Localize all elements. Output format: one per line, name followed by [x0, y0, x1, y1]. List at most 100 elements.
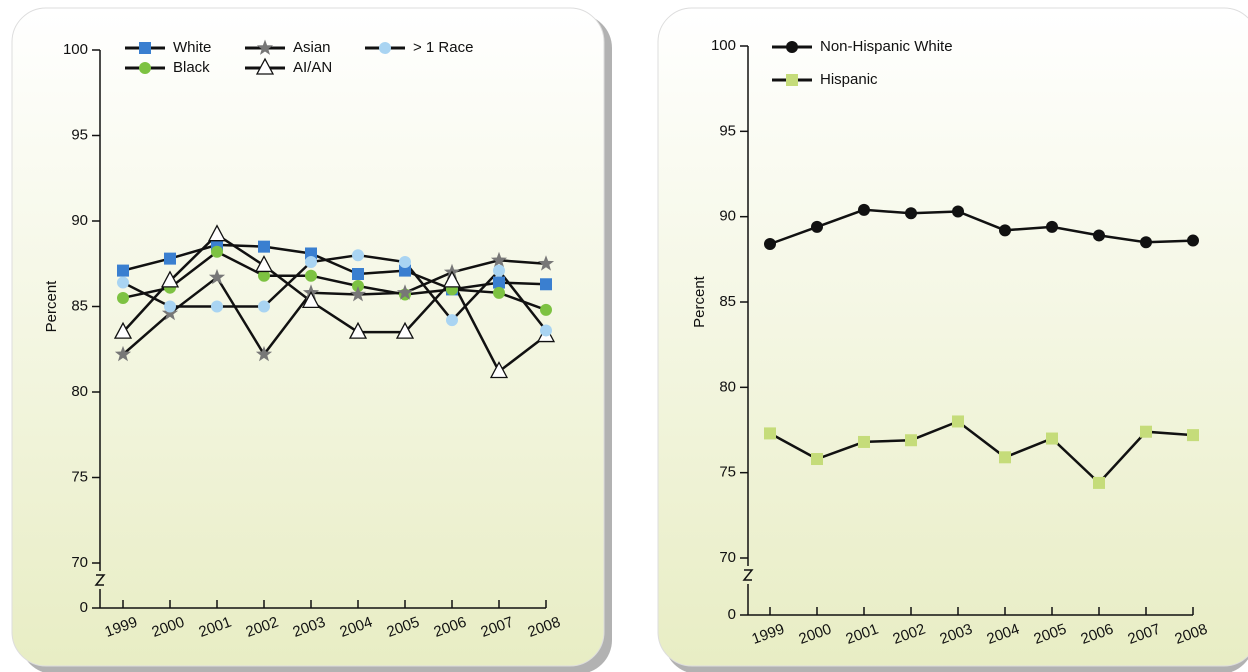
marker	[493, 264, 505, 277]
marker	[1140, 236, 1152, 249]
y-axis-label: Percent	[43, 280, 60, 333]
marker	[254, 255, 274, 273]
marker	[1140, 425, 1152, 438]
legend-marker	[786, 41, 798, 53]
series-line	[122, 233, 547, 374]
marker	[537, 255, 555, 271]
series-line	[769, 420, 1194, 485]
y-tick-label: 75	[71, 468, 88, 485]
marker	[540, 303, 552, 316]
marker	[999, 224, 1011, 237]
series-line	[122, 259, 547, 357]
series-line	[122, 250, 547, 312]
marker	[999, 451, 1011, 464]
y-tick-label: 100	[63, 41, 88, 58]
marker	[164, 252, 176, 265]
marker	[493, 286, 505, 299]
marker	[352, 268, 364, 281]
marker	[113, 321, 133, 339]
y-tick-label: 95	[719, 122, 736, 139]
panel	[657, 7, 1248, 667]
marker	[493, 276, 505, 289]
legend-marker	[139, 62, 151, 74]
y-tick-label: 85	[71, 297, 88, 314]
marker	[211, 245, 223, 258]
y-tick-label: 95	[71, 126, 88, 143]
y-tick-label: 90	[719, 208, 736, 225]
marker	[207, 224, 227, 242]
axis-break	[94, 574, 106, 586]
marker	[1093, 476, 1105, 489]
legend-label: > 1 Race	[413, 39, 473, 56]
marker	[489, 361, 509, 379]
series-line	[122, 253, 547, 332]
marker	[255, 345, 273, 362]
legend-label: Hispanic	[820, 71, 878, 88]
marker	[211, 300, 223, 313]
marker	[399, 256, 411, 269]
marker	[117, 264, 129, 277]
marker	[540, 324, 552, 337]
marker	[349, 286, 367, 302]
marker	[395, 321, 415, 339]
marker	[905, 434, 917, 447]
legend-marker	[256, 39, 274, 55]
y-tick-label: 80	[719, 378, 736, 395]
y-axis-label: Percent	[691, 275, 708, 328]
marker	[117, 291, 129, 304]
marker	[1093, 229, 1105, 242]
series-line	[122, 243, 547, 291]
marker	[305, 269, 317, 282]
marker	[952, 205, 964, 218]
marker	[858, 435, 870, 448]
legend-label: White	[173, 39, 211, 56]
marker	[811, 220, 823, 233]
series-line	[769, 208, 1194, 246]
legend-label: Non-Hispanic White	[820, 38, 953, 55]
legend-marker	[786, 74, 798, 86]
marker	[352, 279, 364, 292]
marker	[490, 251, 508, 268]
marker	[348, 321, 368, 339]
marker	[396, 284, 414, 300]
legend-label: Black	[173, 59, 210, 76]
marker	[164, 300, 176, 313]
y-tick-label: 70	[71, 554, 88, 571]
marker	[258, 300, 270, 313]
marker	[1187, 429, 1199, 442]
marker	[305, 256, 317, 269]
panel	[11, 7, 605, 667]
marker	[117, 276, 129, 289]
marker	[905, 207, 917, 220]
marker	[446, 314, 458, 327]
marker	[540, 278, 552, 291]
marker	[764, 237, 776, 250]
y-tick-label: 75	[719, 464, 736, 481]
marker	[352, 249, 364, 262]
marker	[858, 203, 870, 216]
y-tick-label: 0	[80, 599, 88, 616]
legend-label: AI/AN	[293, 59, 332, 76]
marker	[1187, 234, 1199, 247]
marker	[442, 270, 462, 288]
marker	[399, 264, 411, 277]
axis-break	[742, 569, 754, 581]
marker	[1046, 432, 1058, 445]
y-tick-label: 0	[728, 606, 736, 623]
y-tick-label: 85	[719, 293, 736, 310]
marker	[258, 240, 270, 253]
y-tick-label: 90	[71, 212, 88, 229]
legend-marker	[139, 42, 151, 54]
marker	[208, 268, 226, 285]
marker	[952, 415, 964, 428]
marker	[305, 247, 317, 260]
legend-marker	[255, 57, 275, 75]
marker	[1046, 220, 1058, 233]
marker	[764, 427, 776, 440]
y-tick-label: 80	[71, 383, 88, 400]
marker	[301, 290, 321, 309]
legend-marker	[379, 42, 391, 54]
legend-label: Asian	[293, 39, 331, 56]
